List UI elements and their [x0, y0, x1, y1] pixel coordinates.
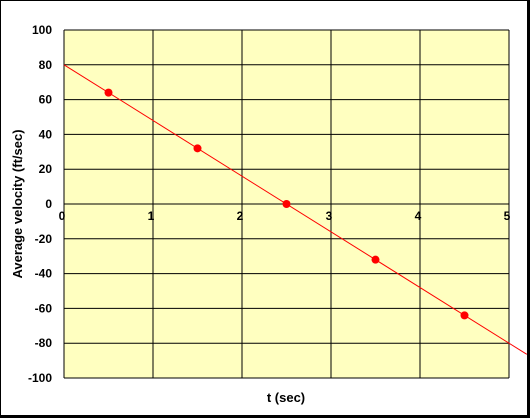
y-tick-label: -40 [35, 267, 53, 281]
x-tick-label: 4 [415, 209, 422, 223]
y-tick-label: -60 [35, 301, 53, 315]
x-tick-label: 2 [237, 209, 244, 223]
x-tick-label: 5 [504, 209, 511, 223]
y-tick-label: 40 [39, 127, 53, 141]
x-axis-title: t (sec) [267, 390, 305, 405]
y-tick-label: -80 [35, 336, 53, 350]
x-tick-label: 0 [59, 209, 66, 223]
y-axis-ticks: 100 80 60 40 20 0 -20 -40 -60 -80 -100 [28, 23, 52, 385]
y-tick-label: -100 [28, 371, 52, 385]
x-tick-label: 1 [148, 209, 155, 223]
data-point [104, 88, 113, 97]
data-point [282, 200, 291, 208]
x-axis-ticks: 0 1 2 3 4 5 [59, 209, 511, 223]
y-tick-label: 20 [39, 162, 53, 176]
trendline [63, 64, 528, 355]
data-point [371, 255, 380, 264]
y-axis-title: Average velocity (ft/sec) [10, 129, 25, 278]
y-tick-label: 0 [45, 197, 52, 211]
data-point [193, 144, 202, 153]
y-tick-label: 60 [39, 93, 53, 107]
data-point [460, 311, 469, 320]
y-tick-label: -20 [35, 232, 53, 246]
x-tick-label: 3 [326, 209, 333, 223]
data-points [104, 88, 469, 320]
y-tick-label: 80 [39, 58, 53, 72]
y-tick-label: 100 [32, 23, 52, 37]
